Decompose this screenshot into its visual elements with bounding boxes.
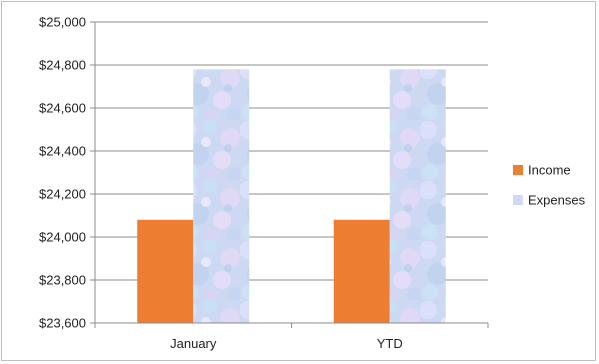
y-tick-label: $24,200 <box>39 187 86 202</box>
legend-swatch-expenses <box>513 195 523 205</box>
x-tick-label: January <box>170 336 217 351</box>
y-tick-label: $23,600 <box>39 316 86 331</box>
y-tick-label: $24,000 <box>39 230 86 245</box>
y-tick-label: $23,800 <box>39 273 86 288</box>
y-tick-label: $25,000 <box>39 15 86 30</box>
legend-swatch-income <box>513 165 523 175</box>
legend-label-expenses: Expenses <box>528 193 586 208</box>
bar-income-ytd <box>333 219 390 323</box>
x-tick-label: YTD <box>377 336 403 351</box>
bar-expenses-ytd <box>389 69 446 323</box>
bar-expenses-january <box>193 69 250 323</box>
y-tick-label: $24,600 <box>39 101 86 116</box>
y-tick-label: $24,400 <box>39 144 86 159</box>
legend-label-income: Income <box>528 163 571 178</box>
bar-income-january <box>137 219 194 323</box>
y-tick-label: $24,800 <box>39 58 86 73</box>
